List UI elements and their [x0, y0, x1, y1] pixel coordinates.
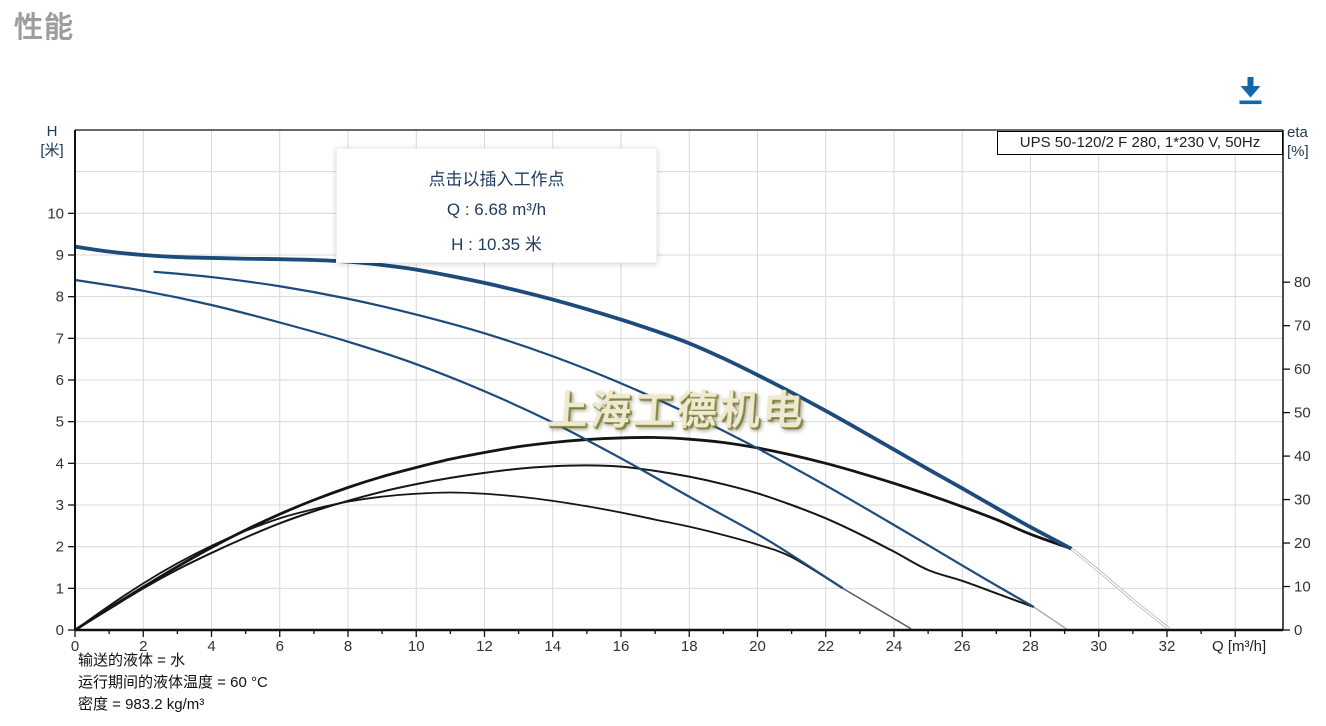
watermark: 上海工德机电	[546, 389, 808, 433]
y-axis-left-tick-label: 8	[56, 289, 64, 306]
y-axis-right-tick-label: 20	[1294, 535, 1311, 552]
x-axis-tick-label: 8	[344, 638, 352, 655]
x-axis-tick-label: 14	[544, 638, 561, 655]
x-axis-tick-label: 30	[1090, 638, 1107, 655]
y-axis-left-tick-label: 9	[56, 247, 64, 264]
y-axis-left-tick-label: 1	[56, 580, 64, 597]
y-axis-right-tick-label: 60	[1294, 361, 1311, 378]
tooltip-title: 点击以插入工作点	[428, 170, 565, 189]
x-axis-tick-label: 0	[71, 638, 79, 655]
y-axis-title-right: eta [%]	[1287, 123, 1326, 161]
page-title: 性能	[14, 12, 75, 44]
y-axis-left-tick-label: 6	[56, 372, 64, 389]
tooltip-h-value: H : 10.35 米	[451, 235, 542, 254]
download-button[interactable]	[1237, 76, 1264, 107]
head-curve-speed3-extension-core	[1070, 548, 1170, 630]
x-axis-tick-label: 28	[1022, 638, 1039, 655]
y-axis-right-tick-label: 0	[1294, 622, 1302, 639]
x-axis-tick-label: 4	[207, 638, 215, 655]
chart-footnotes: 输送的液体 = 水 运行期间的液体温度 = 60 °C 密度 = 983.2 k…	[78, 650, 268, 716]
eta-curve-speed2	[74, 464, 1035, 631]
y-axis-left-tick-label: 3	[56, 497, 64, 514]
head-curve-speed1	[74, 278, 844, 590]
y-axis-right-tick-label: 40	[1294, 448, 1311, 465]
x-axis-tick-label: 32	[1159, 638, 1176, 655]
y-axis-left-tick-label: 0	[56, 622, 64, 639]
y-axis-right-tick-label: 50	[1294, 405, 1311, 422]
x-axis-title: Q [m³/h]	[1212, 638, 1266, 655]
y-axis-unit-right: [%]	[1287, 143, 1309, 160]
footnote-density: 密度 = 983.2 kg/m³	[78, 696, 205, 713]
y-axis-left-tick-label: 10	[47, 205, 64, 222]
x-axis-tick-label: 10	[408, 638, 425, 655]
y-axis-right-tick-label: 80	[1294, 274, 1311, 291]
footnote-liquid: 输送的液体 = 水	[78, 652, 186, 669]
y-axis-left-tick-label: 7	[56, 330, 64, 347]
x-axis-tick-label: 24	[886, 638, 903, 655]
y-axis-unit-left: [米]	[40, 142, 64, 159]
pump-model-label: UPS 50-120/2 F 280, 1*230 V, 50Hz	[997, 131, 1283, 155]
y-axis-right-tick-label: 30	[1294, 492, 1311, 509]
y-axis-title-left: H [米]	[30, 122, 74, 160]
x-axis-tick-label: 20	[749, 638, 766, 655]
tooltip-q-value: Q : 6.68 m³/h	[446, 200, 547, 219]
head-curve-speed1-extension	[842, 587, 912, 630]
x-axis-tick-label: 18	[681, 638, 698, 655]
head-curve-speed2-extension	[1033, 606, 1067, 630]
x-axis-tick-label: 22	[817, 638, 834, 655]
footnote-temperature: 运行期间的液体温度 = 60 °C	[78, 674, 268, 691]
y-axis-name-left: H	[46, 123, 58, 140]
y-axis-left-tick-label: 5	[56, 414, 64, 431]
working-point-tooltip: 点击以插入工作点 Q : 6.68 m³/h H : 10.35 米	[336, 148, 657, 263]
x-axis-tick-label: 6	[276, 638, 284, 655]
x-axis-tick-label: 16	[613, 638, 630, 655]
y-axis-left-tick-label: 2	[56, 539, 64, 556]
x-axis-tick-label: 2	[139, 638, 147, 655]
x-axis-tick-label: 12	[476, 638, 493, 655]
y-axis-right-tick-label: 70	[1294, 318, 1311, 335]
x-axis-tick-label: 26	[954, 638, 971, 655]
y-axis-name-right: eta	[1287, 124, 1308, 141]
eta-curve-speed1	[74, 491, 844, 631]
download-icon	[1239, 77, 1262, 105]
y-axis-left-tick-label: 4	[56, 455, 64, 472]
head-curve-speed2	[153, 270, 1035, 609]
y-axis-right-tick-label: 10	[1294, 579, 1311, 596]
head-curve-speed3	[74, 244, 1073, 551]
